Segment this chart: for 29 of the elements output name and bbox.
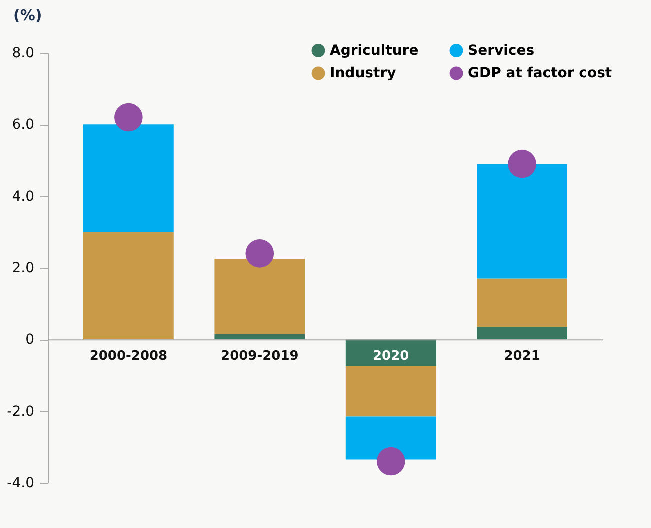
bar bbox=[214, 334, 306, 340]
y-tick-label: 4.0 bbox=[12, 188, 34, 205]
x-tick-label: 2020 bbox=[373, 349, 410, 364]
x-tick-label: 2021 bbox=[504, 349, 540, 364]
y-tick-label: -4.0 bbox=[7, 476, 34, 492]
y-tick-label: 0 bbox=[26, 332, 34, 348]
legend-label: Industry bbox=[330, 66, 396, 82]
point bbox=[246, 240, 274, 268]
point bbox=[114, 103, 143, 132]
y-tick-label: 6.0 bbox=[12, 117, 34, 134]
y-tick-label: 2.0 bbox=[12, 260, 34, 276]
y-tick-label: 8.0 bbox=[12, 46, 34, 62]
bar bbox=[346, 416, 436, 460]
x-tick-label: 2009-2019 bbox=[221, 349, 299, 364]
y-axis-title: (%) bbox=[14, 6, 42, 24]
point bbox=[376, 447, 406, 476]
bar bbox=[84, 232, 174, 340]
bar bbox=[214, 259, 306, 334]
y-tick-label: -2.0 bbox=[7, 404, 34, 420]
bar bbox=[477, 164, 568, 279]
x-tick-label: 2000-2008 bbox=[90, 349, 168, 364]
bar bbox=[84, 124, 174, 232]
legend-label: Services bbox=[468, 42, 535, 59]
bar bbox=[477, 327, 568, 340]
legend-label: Agriculture bbox=[330, 42, 419, 59]
bar bbox=[477, 278, 568, 328]
point bbox=[508, 150, 536, 178]
legend-label: GDP at factor cost bbox=[468, 66, 612, 82]
bar bbox=[346, 366, 436, 417]
